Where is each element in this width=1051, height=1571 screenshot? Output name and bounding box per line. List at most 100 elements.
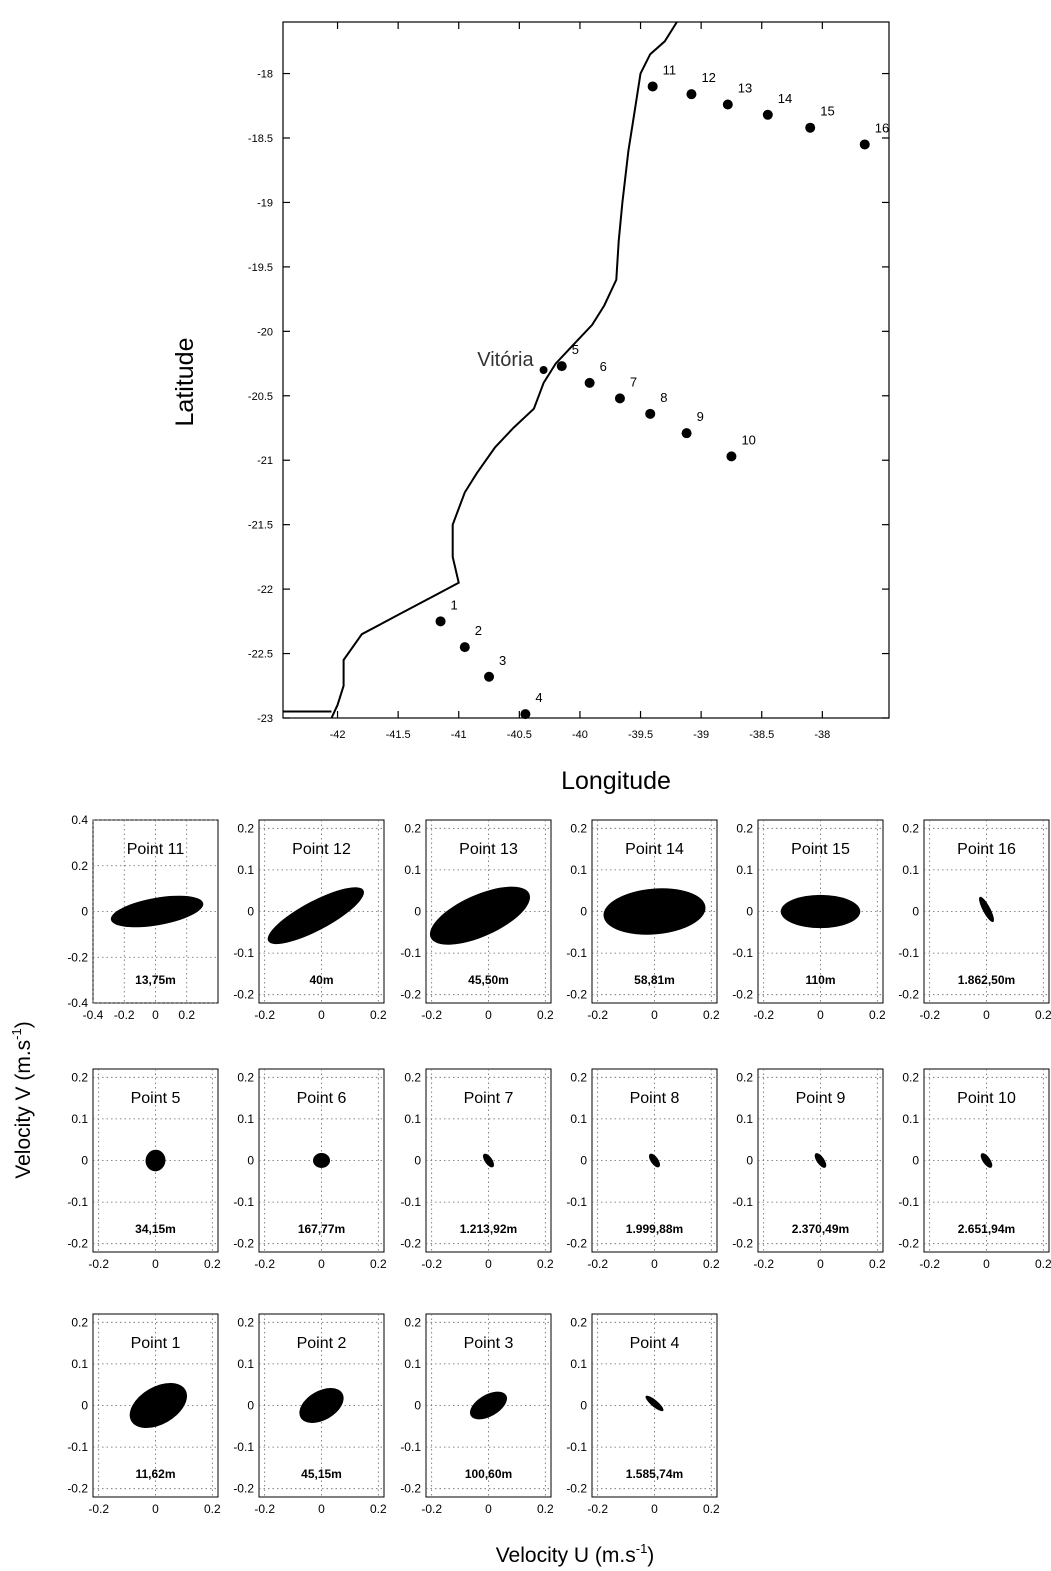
panel-x-tick-label: -0.2 [254,1257,275,1271]
map-y-tick-label: -21 [257,455,273,467]
panel-y-tick-label: 0.1 [736,1112,753,1126]
panel-y-tick-label: 0.2 [404,821,421,835]
panel-title: Point 2 [297,1335,347,1352]
panel-y-tick-label: 0.1 [570,863,587,877]
panel-y-tick-label: 0 [580,1154,587,1168]
sample-point [584,377,595,388]
panel-y-tick-label: 0 [247,905,254,919]
sample-point-label: 15 [820,104,834,119]
panel-title: Point 3 [464,1335,514,1352]
map-y-tick-label: -20.5 [248,391,273,403]
panel-y-tick-label: 0.1 [902,1112,919,1126]
panel-depth-label: 1.862,50m [958,973,1015,987]
panel-x-tick-label: 0 [485,1008,492,1022]
panel-y-tick-label: 0 [81,905,88,919]
velocity-panel: -0.2 0 0.2 0.2 0.1 0 -0.1 -0.2 Point 16 1.862,50m [898,819,1051,1022]
panel-depth-label: 45,50m [468,973,509,987]
panel-y-tick-label: 0.2 [570,1070,587,1084]
velocity-ellipse [780,894,861,929]
sample-point [681,428,692,439]
panel-x-tick-label: 0 [651,1502,658,1516]
panel-y-tick-label: 0 [414,905,421,919]
panel-x-tick-label: 0.2 [537,1257,554,1271]
panel-y-tick-label: 0.1 [570,1112,587,1126]
panel-x-tick-label: 0.2 [703,1502,720,1516]
coastline [330,21,678,719]
panel-y-tick-label: 0 [247,1154,254,1168]
velocity-panel: -0.2 0 0.2 0.2 0.1 0 -0.1 -0.2 Point 12 40m [233,819,387,1022]
velocity-panel: -0.2 0 0.2 0.2 0.1 0 -0.1 -0.2 Point 15 110m [732,819,886,1022]
panel-y-tick-label: -0.2 [67,950,88,964]
panel-x-tick-label: 0 [651,1008,658,1022]
panel-y-tick-label: 0.1 [902,863,919,877]
velocity-panel: -0.2 0 0.2 0.2 0.1 0 -0.1 -0.2 Point 9 2.370,49m [732,1068,886,1271]
panel-y-tick-label: 0.2 [404,1070,421,1084]
map-x-tick-label: -39.5 [628,729,653,741]
velocity-panel: -0.2 0 0.2 0.2 0.1 0 -0.1 -0.2 Point 3 100,60m [400,1313,554,1516]
panel-y-tick-label: -0.1 [233,1195,254,1209]
panel-x-tick-label: -0.4 [83,1008,104,1022]
panel-x-tick-label: 0 [817,1257,824,1271]
velocity-panel: -0.2 0 0.2 0.2 0.1 0 -0.1 -0.2 Point 10 2.651,94m [898,1068,1051,1271]
map-y-axis-label: Latitude [171,338,199,427]
panel-x-tick-label: -0.2 [753,1008,774,1022]
map-x-tick-label: -39 [693,729,709,741]
panel-x-tick-label: -0.2 [88,1502,109,1516]
panel-depth-label: 58,81m [634,973,675,987]
sample-point [556,361,567,372]
panel-x-tick-label: 0.2 [370,1257,387,1271]
map-y-tick-label: -22 [257,584,273,596]
sample-point [459,642,470,653]
panel-title: Point 16 [957,841,1016,858]
map-x-tick-label: -40.5 [507,729,532,741]
panel-y-tick-label: 0 [746,1154,753,1168]
sample-point-label: 9 [697,409,704,424]
panel-x-tick-label: -0.2 [587,1008,608,1022]
panel-y-tick-label: 0.2 [902,1070,919,1084]
panel-title: Point 4 [630,1335,680,1352]
panel-y-tick-label: -0.1 [732,946,753,960]
velocity-ellipse [312,1153,331,1168]
panel-depth-label: 34,15m [135,1222,176,1236]
velocity-ellipse [603,888,706,935]
map-x-tick-label: -41.5 [386,729,411,741]
map-y-tick-label: -21.5 [248,520,273,532]
panel-y-tick-label: -0.2 [67,1482,88,1496]
panel-y-tick-label: -0.2 [566,988,587,1002]
panel-y-tick-label: -0.4 [67,996,88,1010]
map-y-tick-label: -19 [257,197,273,209]
panel-x-tick-label: 0 [485,1502,492,1516]
panel-y-tick-label: -0.2 [400,988,421,1002]
panel-x-tick-label: 0 [152,1502,159,1516]
panel-y-tick-label: -0.1 [400,946,421,960]
panel-x-tick-label: 0.2 [869,1008,886,1022]
panel-x-tick-label: 0.2 [537,1008,554,1022]
panel-depth-label: 110m [805,973,835,987]
panel-y-tick-label: -0.2 [67,1237,88,1251]
panel-y-tick-label: 0 [580,1399,587,1413]
velocity-panel: -0.2 0 0.2 0.2 0.1 0 -0.1 -0.2 Point 4 1.585,74m [566,1313,720,1516]
velocity-ellipse [429,886,531,945]
panel-x-tick-label: 0 [152,1257,159,1271]
panel-x-tick-label: -0.2 [753,1257,774,1271]
panel-y-tick-label: -0.1 [566,1195,587,1209]
sample-point [762,109,773,120]
map-y-tick-label: -18.5 [248,133,273,145]
panel-title: Point 14 [625,841,684,858]
velocity-v-axis-label: Velocity V (m.s-1) [9,1021,35,1178]
map-x-tick-label: -38.5 [749,729,774,741]
velocity-ellipse [483,1153,494,1168]
sample-point-label: 7 [630,374,637,389]
panel-x-tick-label: 0.2 [703,1257,720,1271]
panel-depth-label: 13,75m [135,973,176,987]
velocity-ellipse [110,895,204,928]
panel-x-tick-label: 0 [651,1257,658,1271]
panel-x-tick-label: 0 [318,1502,325,1516]
velocity-ellipse [979,896,994,923]
location-map: -42 -41.5 -41 -40.5 -40 -39.5 -39 -38.5 -38 -18 -1… [171,21,890,795]
panel-y-tick-label: -0.1 [233,946,254,960]
panel-title: Point 6 [297,1090,347,1107]
panel-y-tick-label: 0.2 [902,821,919,835]
map-x-tick-label: -38 [814,729,830,741]
panel-y-tick-label: 0.1 [404,863,421,877]
